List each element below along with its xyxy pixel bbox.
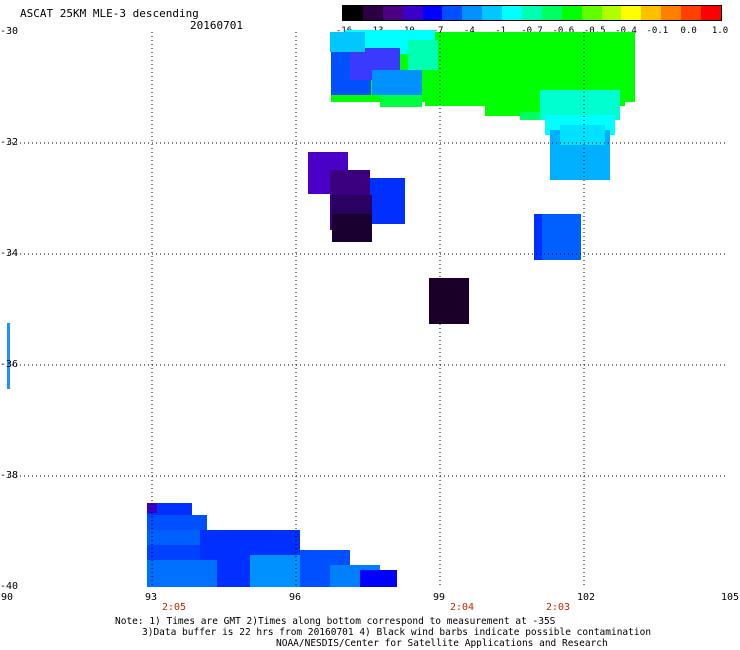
data-field-cell xyxy=(560,125,605,145)
color-scale-tick-label: 0.0 xyxy=(680,26,697,36)
color-scale-swatch xyxy=(343,6,363,20)
color-scale-swatch xyxy=(641,6,662,20)
color-scale-swatch xyxy=(482,6,503,20)
color-scale-swatch xyxy=(502,6,523,20)
data-field-cell xyxy=(147,503,192,517)
map-date: 20160701 xyxy=(190,19,243,32)
data-field-cell xyxy=(380,95,422,107)
pass-time-label: 2:03 xyxy=(546,602,571,613)
color-scale-swatch xyxy=(701,6,721,20)
color-scale-tick-label: -0.4 xyxy=(615,26,637,36)
color-scale-tick-label: -4 xyxy=(463,26,475,36)
data-field-cell xyxy=(360,570,397,587)
data-field-cell xyxy=(408,40,438,70)
color-scale-swatch xyxy=(522,6,542,20)
color-scale-tick-label: -1 xyxy=(495,26,507,36)
color-scale-tick-label: -16 xyxy=(335,26,353,36)
map-title: ASCAT 25KM MLE-3 descending xyxy=(20,7,199,20)
latitude-label: -30 xyxy=(0,26,19,37)
longitude-label: 96 xyxy=(289,592,302,603)
longitude-label: 93 xyxy=(145,592,158,603)
note-line-3: NOAA/NESDIS/Center for Satellite Applica… xyxy=(276,638,608,649)
data-field-cell xyxy=(147,560,217,587)
footnotes: Note: 1) Times are GMT 2)Times along bot… xyxy=(115,616,651,649)
color-scale-swatch xyxy=(402,6,423,20)
note-line-1: Note: 1) Times are GMT 2)Times along bot… xyxy=(115,616,556,627)
data-field-cell xyxy=(370,178,405,224)
note-line-2: 3)Data buffer is 22 hrs from 20160701 4)… xyxy=(142,627,652,638)
pass-time-label: 2:04 xyxy=(450,602,475,613)
color-scale-tick-label: -0.7 xyxy=(521,26,543,36)
color-scale-tick-label: -0.1 xyxy=(646,26,669,36)
color-scale-swatch xyxy=(601,6,622,20)
data-field-cell xyxy=(332,214,372,242)
color-scale-swatch xyxy=(621,6,642,20)
color-scale-swatch xyxy=(442,6,463,20)
data-field-cell xyxy=(534,214,542,260)
pass-time-label: 2:05 xyxy=(162,602,187,613)
latitude-label: -38 xyxy=(0,470,19,481)
latitude-label: -40 xyxy=(0,581,19,592)
data-field-cell xyxy=(372,70,422,95)
color-scale-swatch xyxy=(581,6,602,20)
vector-scale-bar xyxy=(7,323,10,389)
color-scale-swatch xyxy=(462,6,483,20)
color-scale-swatch xyxy=(362,6,383,20)
color-scale-tick-label: -0.6 xyxy=(552,26,575,36)
longitude-label: 99 xyxy=(433,592,446,603)
data-field-cell xyxy=(429,278,469,324)
color-scale-swatch xyxy=(681,6,702,20)
color-scale-bar xyxy=(342,5,722,21)
latitude-label: -36 xyxy=(0,359,19,370)
color-scale-swatch xyxy=(561,6,582,20)
longitude-label: 105 xyxy=(721,592,740,603)
color-scale-swatch xyxy=(382,6,403,20)
color-scale-swatch xyxy=(541,6,562,20)
color-scale-tick-label: -7 xyxy=(432,26,444,36)
latitude-label: -34 xyxy=(0,248,19,259)
color-scale-swatch xyxy=(661,6,682,20)
data-field-cell xyxy=(440,32,635,80)
color-scale-tick-label: 1.0 xyxy=(711,26,729,36)
color-scale-swatch xyxy=(422,6,443,20)
longitude-label: 102 xyxy=(577,592,596,603)
latitude-label: -32 xyxy=(0,137,19,148)
data-field-cell xyxy=(330,32,365,52)
longitude-label: 90 xyxy=(1,592,14,603)
color-scale-tick-label: -0.5 xyxy=(583,26,606,36)
